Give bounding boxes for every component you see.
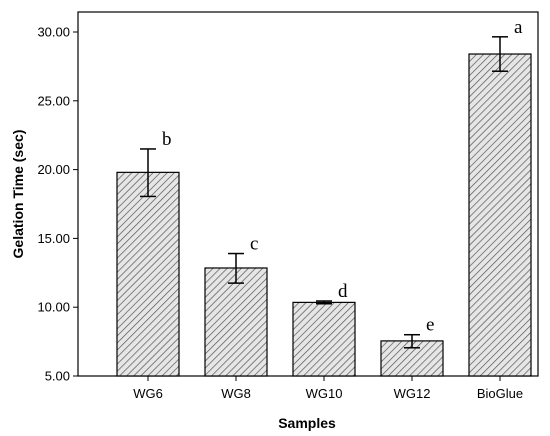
y-tick-label: 30.00	[37, 25, 70, 40]
significance-label: a	[514, 17, 523, 38]
significance-label: c	[250, 234, 258, 255]
x-tick-label: WG6	[133, 386, 163, 401]
bar	[292, 301, 356, 377]
bars: b c d e a	[116, 17, 532, 377]
x-tick-label: WG10	[306, 386, 343, 401]
y-tick-label: 10.00	[37, 300, 70, 315]
y-tick-label: 15.00	[37, 231, 70, 246]
y-axis-title: Gelation Time (sec)	[10, 130, 26, 259]
y-tick-label: 5.00	[45, 369, 70, 384]
bar	[116, 171, 180, 377]
y-axis: 5.00 10.00 15.00 20.00 25.00 30.00	[37, 25, 78, 384]
bar	[468, 53, 532, 377]
x-axis-title: Samples	[278, 415, 336, 431]
y-tick-label: 25.00	[37, 93, 70, 108]
bar	[204, 267, 268, 377]
x-axis: WG6 WG8 WG10 WG12 BioGlue	[133, 376, 523, 401]
significance-label: b	[162, 129, 172, 150]
significance-label: e	[426, 315, 434, 336]
y-tick-label: 20.00	[37, 162, 70, 177]
x-tick-label: BioGlue	[477, 386, 523, 401]
x-tick-label: WG12	[394, 386, 431, 401]
significance-label: d	[338, 281, 348, 302]
x-tick-label: WG8	[221, 386, 251, 401]
